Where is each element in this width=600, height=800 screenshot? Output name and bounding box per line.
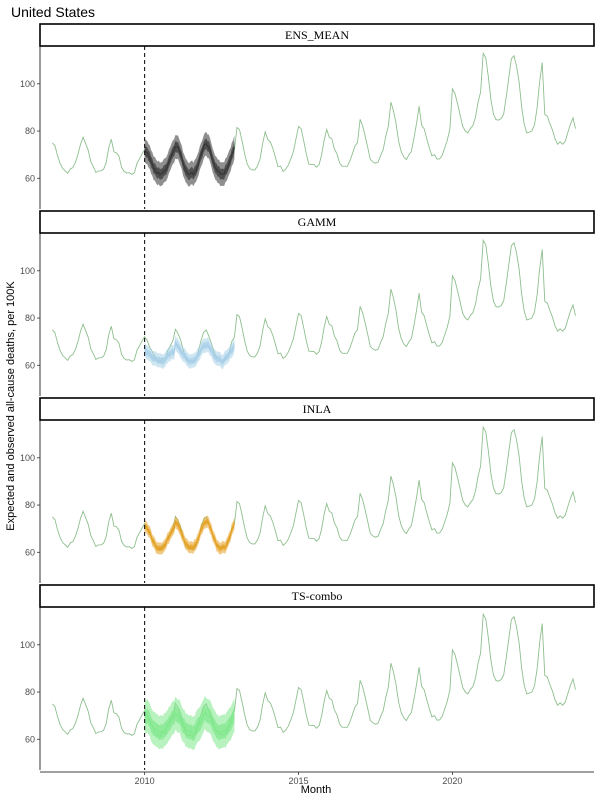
x-tick-label: 2015 [289, 776, 309, 786]
y-tick-label: 60 [25, 173, 35, 183]
prediction-band [144, 131, 235, 187]
facet-panels: ENS_MEAN6080100GAMM6080100INLA6080100TS-… [20, 23, 595, 770]
prediction-line [144, 341, 235, 363]
facet-label: ENS_MEAN [285, 28, 349, 42]
facet-panel: ENS_MEAN 60 80 100 [20, 23, 595, 209]
prediction-line [144, 710, 235, 735]
y-tick-label: 100 [20, 79, 35, 89]
prediction-band [144, 695, 235, 750]
y-tick-label: 80 [25, 500, 35, 510]
facet-strip [39, 23, 595, 47]
y-tick-label: 80 [25, 687, 35, 697]
facet-label: INLA [303, 402, 332, 416]
prediction-inner-band [144, 518, 235, 552]
facet-label: GAMM [298, 215, 337, 229]
facet-label: TS-combo [292, 589, 343, 603]
prediction-line [144, 142, 235, 176]
prediction-inner-band [144, 138, 235, 180]
prediction-line [144, 520, 235, 550]
prediction-band [144, 515, 235, 555]
y-tick-label: 80 [25, 126, 35, 136]
y-tick-label: 100 [20, 453, 35, 463]
facet-panel: GAMM 60 80 100 [20, 210, 595, 396]
observed-line [51, 612, 576, 738]
x-tick-label: 2010 [135, 776, 155, 786]
facet-panel: TS-combo 60 80 100 [20, 584, 595, 770]
chart-title: United States [11, 4, 95, 20]
observed-line [51, 425, 576, 551]
x-axis-title: Month [301, 784, 332, 796]
y-tick-label: 60 [25, 360, 35, 370]
x-tick-label: 2020 [442, 776, 462, 786]
y-tick-label: 80 [25, 313, 35, 323]
prediction-inner-band [144, 339, 235, 366]
facet-strip [39, 397, 595, 421]
facet-strip [39, 210, 595, 234]
y-tick-label: 100 [20, 640, 35, 650]
observed-line [51, 238, 576, 364]
prediction-inner-band [144, 704, 235, 741]
facet-panel: INLA 60 80 100 [20, 397, 595, 583]
y-tick-label: 100 [20, 266, 35, 276]
facet-strip [39, 584, 595, 608]
prediction-band [144, 335, 235, 370]
y-tick-label: 60 [25, 547, 35, 557]
y-tick-label: 60 [25, 734, 35, 744]
x-axis: 2010 2015 2020 [40, 771, 594, 786]
y-axis-title: Expected and observed all-cause deaths, … [5, 281, 17, 531]
observed-line [51, 51, 576, 177]
